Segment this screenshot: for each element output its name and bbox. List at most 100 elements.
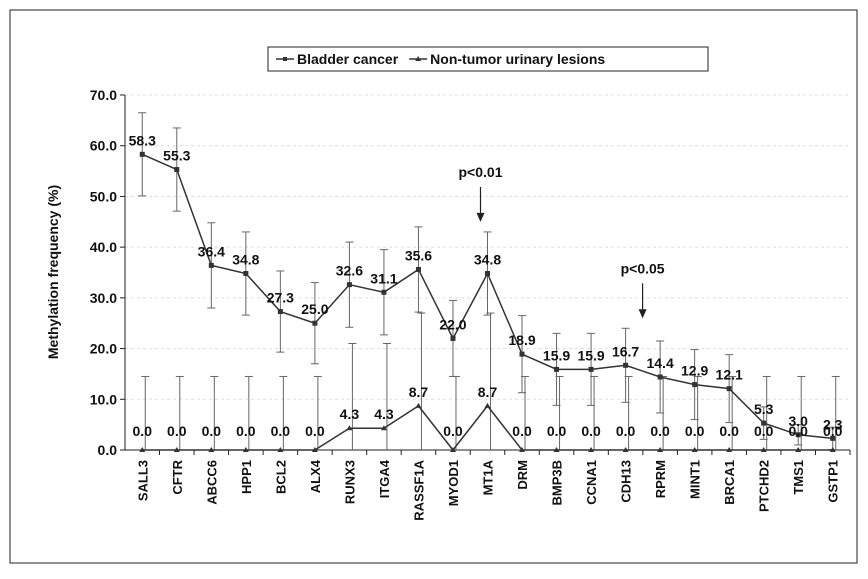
x-tick-label: BCL2 <box>273 460 288 494</box>
data-label: 0.0 <box>512 423 532 439</box>
x-tick-label: BMP3B <box>550 460 565 506</box>
data-label: 36.4 <box>198 243 225 259</box>
marker <box>208 262 214 268</box>
y-axis-label: Methylation frequency (%) <box>45 185 61 359</box>
marker <box>554 366 560 372</box>
marker <box>415 402 422 408</box>
error-bar <box>279 375 288 450</box>
marker <box>657 374 663 380</box>
y-tick-label: 30.0 <box>90 290 117 306</box>
annotation-arrowhead <box>476 212 485 222</box>
data-label: 0.0 <box>133 423 153 439</box>
data-label: 5.3 <box>754 401 774 417</box>
y-tick-label: 10.0 <box>90 391 117 407</box>
legend-box <box>267 46 709 72</box>
marker <box>484 402 491 408</box>
data-label: 15.9 <box>577 347 604 363</box>
legend-marker <box>283 57 287 61</box>
data-label: 18.9 <box>508 332 535 348</box>
marker <box>415 266 421 272</box>
error-bar <box>244 375 253 450</box>
data-label: 8.7 <box>478 384 498 400</box>
data-label: 12.1 <box>716 367 743 383</box>
frame <box>9 9 858 564</box>
marker <box>553 447 560 452</box>
x-tick-label: CCNA1 <box>584 460 599 505</box>
data-label: 27.3 <box>267 290 294 306</box>
data-label: 0.0 <box>271 423 291 439</box>
data-label: 0.0 <box>823 423 843 439</box>
marker <box>795 447 802 452</box>
data-label: 0.0 <box>616 423 636 439</box>
marker <box>277 309 283 315</box>
marker <box>208 447 215 452</box>
data-label: 4.3 <box>374 406 394 422</box>
data-label: 8.7 <box>409 384 429 400</box>
marker <box>173 447 180 452</box>
data-label: 0.0 <box>167 423 187 439</box>
data-label: 34.8 <box>232 252 259 268</box>
error-bar <box>762 375 771 450</box>
error-bar <box>175 375 184 450</box>
y-tick-label: 20.0 <box>90 341 117 357</box>
marker <box>346 282 352 288</box>
x-tick-label: BRCA1 <box>722 460 737 505</box>
marker <box>657 447 664 452</box>
y-tick-label: 0.0 <box>98 442 118 458</box>
data-label: 14.4 <box>646 355 673 371</box>
error-bar <box>693 375 702 450</box>
x-tick-label: RPRM <box>653 460 668 498</box>
marker <box>726 447 733 452</box>
marker <box>380 425 387 431</box>
data-label: 58.3 <box>129 132 156 148</box>
y-tick-label: 40.0 <box>90 239 117 255</box>
marker <box>277 447 284 452</box>
data-label: 15.9 <box>543 347 570 363</box>
annotation: p<0.05 <box>621 260 665 276</box>
marker <box>381 289 387 295</box>
marker <box>312 320 318 326</box>
x-tick-label: ITGA4 <box>377 459 392 498</box>
data-label: 12.9 <box>681 363 708 379</box>
marker <box>311 447 318 452</box>
data-label: 0.0 <box>581 423 601 439</box>
data-label: 0.0 <box>236 423 256 439</box>
data-label: 16.7 <box>612 343 639 359</box>
data-label: 25.0 <box>301 301 328 317</box>
data-label: 0.0 <box>547 423 567 439</box>
error-bar <box>486 312 495 450</box>
x-tick-label: RUNX3 <box>342 460 357 504</box>
error-bar <box>141 375 150 450</box>
data-label: 2.3 <box>823 416 843 432</box>
error-bar <box>210 375 219 450</box>
y-tick-label: 70.0 <box>90 87 117 103</box>
legend: Bladder cancer Non-tumor urinary lesions <box>267 46 709 72</box>
marker <box>519 351 525 357</box>
data-label: 0.0 <box>650 423 670 439</box>
marker <box>691 447 698 452</box>
marker <box>450 335 456 341</box>
marker <box>622 447 629 452</box>
y-tick-label: 60.0 <box>90 138 117 154</box>
x-tick-label: MYOD1 <box>446 460 461 506</box>
error-bar <box>797 375 806 450</box>
marker <box>829 447 836 452</box>
marker <box>760 447 767 452</box>
x-tick-label: TMS1 <box>791 460 806 495</box>
marker <box>623 362 629 368</box>
marker <box>588 366 594 372</box>
marker <box>588 447 595 452</box>
legend-label: Bladder cancer <box>297 51 399 67</box>
error-bar <box>417 312 426 450</box>
x-tick-label: GSTP1 <box>826 460 841 503</box>
error-bar <box>590 375 599 450</box>
data-label: 4.3 <box>340 406 360 422</box>
data-label: 55.3 <box>163 148 190 164</box>
data-label: 0.0 <box>685 423 705 439</box>
marker <box>346 425 353 431</box>
marker <box>726 386 732 392</box>
data-label: 0.0 <box>788 423 808 439</box>
x-tick-label: HPP1 <box>239 460 254 494</box>
legend-marker <box>415 56 422 61</box>
